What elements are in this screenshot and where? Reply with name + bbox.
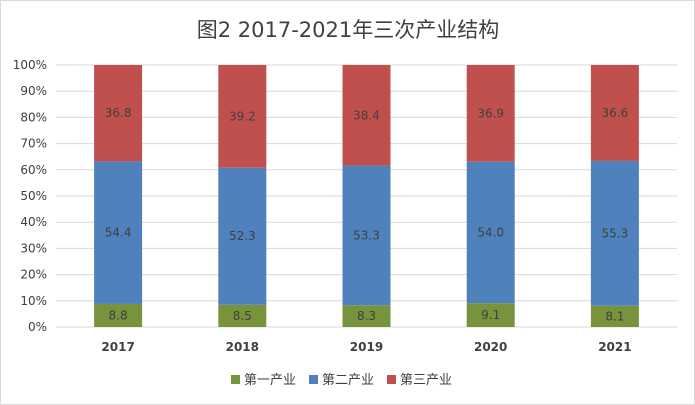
data-label: 36.6 (602, 106, 629, 120)
bar-stack-2017: 8.8 54.4 36.8 (94, 65, 143, 327)
bar-segment (218, 304, 267, 327)
chart-title: 图2 2017-2021年三次产业结构 (197, 18, 500, 42)
bar-segment (590, 65, 639, 161)
legend-swatch (231, 375, 240, 384)
bar-segment (94, 65, 143, 162)
x-tick-label: 2021 (598, 340, 631, 354)
legend: 第一产业 第二产业 第三产业 (231, 373, 452, 388)
y-tick-label: 100% (13, 58, 47, 72)
y-tick-label: 30% (20, 241, 47, 255)
x-tick-label: 2019 (350, 340, 383, 354)
bar-segment (590, 305, 639, 327)
bar-segment (590, 160, 639, 306)
legend-item: 第一产业 (231, 373, 296, 388)
data-label: 38.4 (353, 108, 380, 122)
y-tick-label: 20% (20, 268, 47, 282)
legend-label: 第二产业 (322, 373, 374, 388)
bars: 8.8 54.4 36.8 8.5 52.3 39.2 8.3 53.3 38.4 9.1 54.0… (94, 65, 639, 327)
bar-segment (94, 161, 143, 304)
data-label: 9.1 (481, 308, 500, 322)
data-label: 8.1 (605, 309, 624, 323)
bar-segment (466, 65, 515, 162)
legend-item: 第三产业 (387, 373, 452, 388)
y-tick-label: 60% (20, 163, 47, 177)
x-tick-label: 2020 (474, 340, 507, 354)
data-label: 53.3 (353, 228, 380, 242)
x-axis: 2017 2018 2019 2020 2021 (101, 340, 631, 354)
legend-swatch (387, 375, 396, 384)
bar-segment (94, 303, 143, 327)
data-label: 36.8 (105, 106, 132, 120)
y-tick-label: 70% (20, 137, 47, 151)
y-axis: 0% 10% 20% 30% 40% 50% 60% 70% 80% 90% 100% (13, 58, 47, 334)
data-label: 39.2 (229, 109, 256, 123)
data-label: 55.3 (602, 226, 629, 240)
data-label: 54.4 (105, 226, 132, 240)
data-label: 36.9 (477, 106, 504, 120)
y-tick-label: 50% (20, 189, 47, 203)
legend-label: 第三产业 (400, 373, 452, 388)
x-tick-label: 2017 (101, 340, 134, 354)
bar-segment (342, 65, 391, 166)
legend-label: 第一产业 (244, 373, 296, 388)
data-label: 54.0 (477, 225, 504, 239)
bar-stack-2019: 8.3 53.3 38.4 (342, 65, 391, 327)
y-tick-label: 90% (20, 84, 47, 98)
bar-segment (466, 303, 515, 327)
bar-segment (342, 165, 391, 306)
y-tick-label: 10% (20, 294, 47, 308)
y-tick-label: 40% (20, 215, 47, 229)
bar-segment (466, 161, 515, 304)
x-tick-label: 2018 (226, 340, 259, 354)
data-label: 8.3 (357, 309, 376, 323)
bar-segment (342, 305, 391, 327)
bar-stack-2020: 9.1 54.0 36.9 (466, 65, 515, 327)
legend-item: 第二产业 (309, 373, 374, 388)
data-label: 8.8 (109, 308, 128, 322)
bar-segment (218, 65, 267, 168)
bar-segment (218, 167, 267, 305)
y-tick-label: 80% (20, 110, 47, 124)
data-label: 52.3 (229, 229, 256, 243)
bar-stack-2021: 8.1 55.3 36.6 (590, 65, 639, 327)
bar-stack-2018: 8.5 52.3 39.2 (218, 65, 267, 327)
y-tick-label: 0% (28, 320, 47, 334)
data-label: 8.5 (233, 309, 252, 323)
legend-swatch (309, 375, 318, 384)
